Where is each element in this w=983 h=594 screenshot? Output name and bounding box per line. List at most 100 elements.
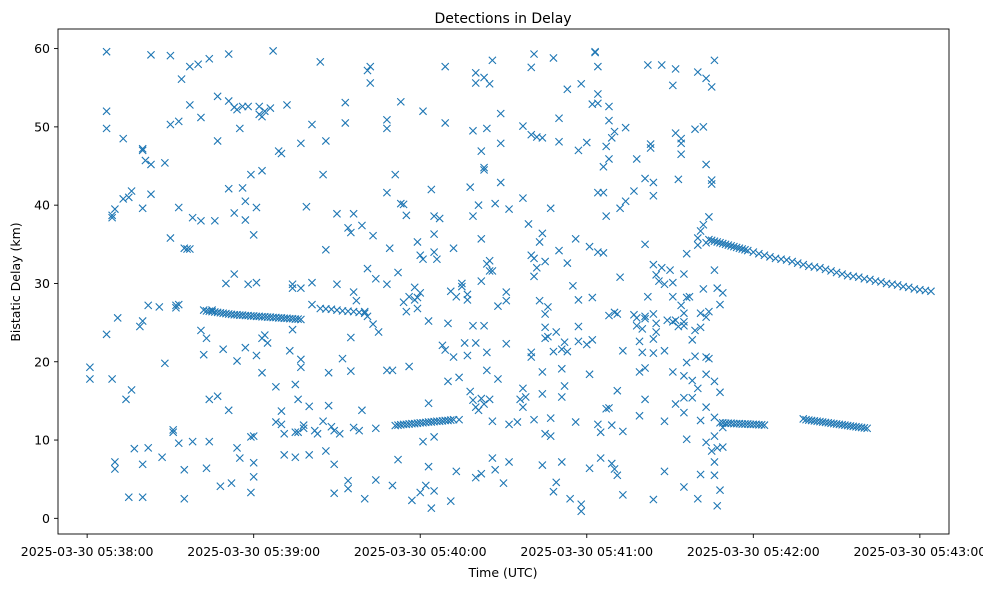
data-point [518, 194, 527, 203]
data-point [366, 79, 375, 88]
data-point [643, 292, 652, 301]
data-point [710, 56, 719, 65]
data-point [241, 343, 250, 352]
data-point [466, 183, 475, 192]
data-point [704, 307, 713, 316]
data-point [588, 335, 597, 344]
data-point [419, 255, 427, 264]
data-point [482, 348, 491, 357]
data-point [283, 100, 291, 109]
data-point [330, 489, 339, 498]
y-tick-label: 30 [34, 276, 50, 291]
data-point [696, 323, 705, 332]
data-point [521, 392, 530, 401]
data-point [124, 193, 133, 202]
data-point [382, 115, 391, 124]
data-point [480, 321, 489, 330]
data-point [146, 190, 155, 199]
data-point [557, 392, 566, 401]
data-point [688, 335, 697, 344]
data-point [716, 300, 724, 309]
data-point [468, 321, 477, 330]
data-point [324, 401, 333, 410]
data-point [549, 487, 558, 496]
data-point [729, 242, 738, 251]
data-point [527, 353, 536, 362]
data-point [513, 418, 522, 427]
data-point [671, 316, 680, 325]
x-tick-label: 2025-03-30 05:43:00 [853, 544, 983, 559]
y-tick-label: 10 [34, 433, 50, 448]
data-point [327, 422, 336, 431]
data-point [693, 494, 702, 503]
data-point [827, 266, 836, 275]
data-point [616, 204, 625, 213]
data-point [555, 114, 564, 123]
data-point [660, 417, 669, 426]
data-point [710, 266, 719, 275]
data-point [926, 287, 935, 296]
data-point [169, 425, 178, 434]
data-point [635, 411, 644, 420]
data-point [288, 325, 297, 334]
data-point [502, 339, 511, 348]
data-point [599, 248, 608, 257]
data-point [371, 424, 380, 433]
data-point [568, 281, 577, 290]
data-point [660, 346, 669, 355]
data-point [557, 364, 566, 373]
data-point [449, 244, 458, 253]
data-point [299, 421, 308, 430]
data-point [249, 230, 258, 239]
data-point [740, 245, 749, 254]
data-point [635, 367, 644, 376]
data-point [235, 454, 244, 463]
data-point [180, 494, 189, 503]
data-point [707, 236, 716, 245]
data-point [688, 393, 697, 402]
data-point [166, 234, 175, 243]
data-point [213, 92, 222, 101]
data-point [518, 384, 527, 393]
data-point [688, 376, 697, 385]
data-point [724, 241, 733, 250]
data-point [291, 453, 300, 462]
data-point [419, 107, 427, 116]
data-point [246, 488, 255, 497]
data-point [571, 234, 580, 243]
data-point [577, 500, 586, 509]
data-point [374, 328, 383, 336]
data-point [496, 139, 505, 148]
data-point [174, 203, 183, 212]
data-point [677, 301, 686, 310]
data-point [718, 288, 727, 297]
data-point [652, 270, 661, 279]
data-point [238, 183, 247, 192]
data-point [233, 356, 242, 365]
data-point [541, 310, 550, 318]
data-point [294, 395, 303, 404]
data-point [532, 263, 541, 272]
data-point [682, 249, 691, 258]
data-point [388, 481, 397, 490]
data-point [122, 395, 130, 404]
data-point [613, 386, 622, 395]
data-point [563, 85, 572, 94]
data-point [749, 248, 758, 257]
data-point [602, 212, 611, 221]
data-point [660, 280, 669, 289]
data-point [269, 46, 278, 55]
data-point [593, 89, 602, 98]
data-point [543, 302, 552, 311]
data-point [360, 494, 369, 503]
data-point [205, 395, 214, 404]
data-point [691, 125, 700, 134]
data-point [571, 418, 580, 427]
data-point [288, 284, 297, 293]
data-point [430, 230, 439, 239]
data-point [280, 450, 289, 459]
data-point [277, 149, 286, 158]
data-point [696, 309, 705, 318]
data-point [357, 406, 366, 415]
data-point [344, 223, 353, 232]
